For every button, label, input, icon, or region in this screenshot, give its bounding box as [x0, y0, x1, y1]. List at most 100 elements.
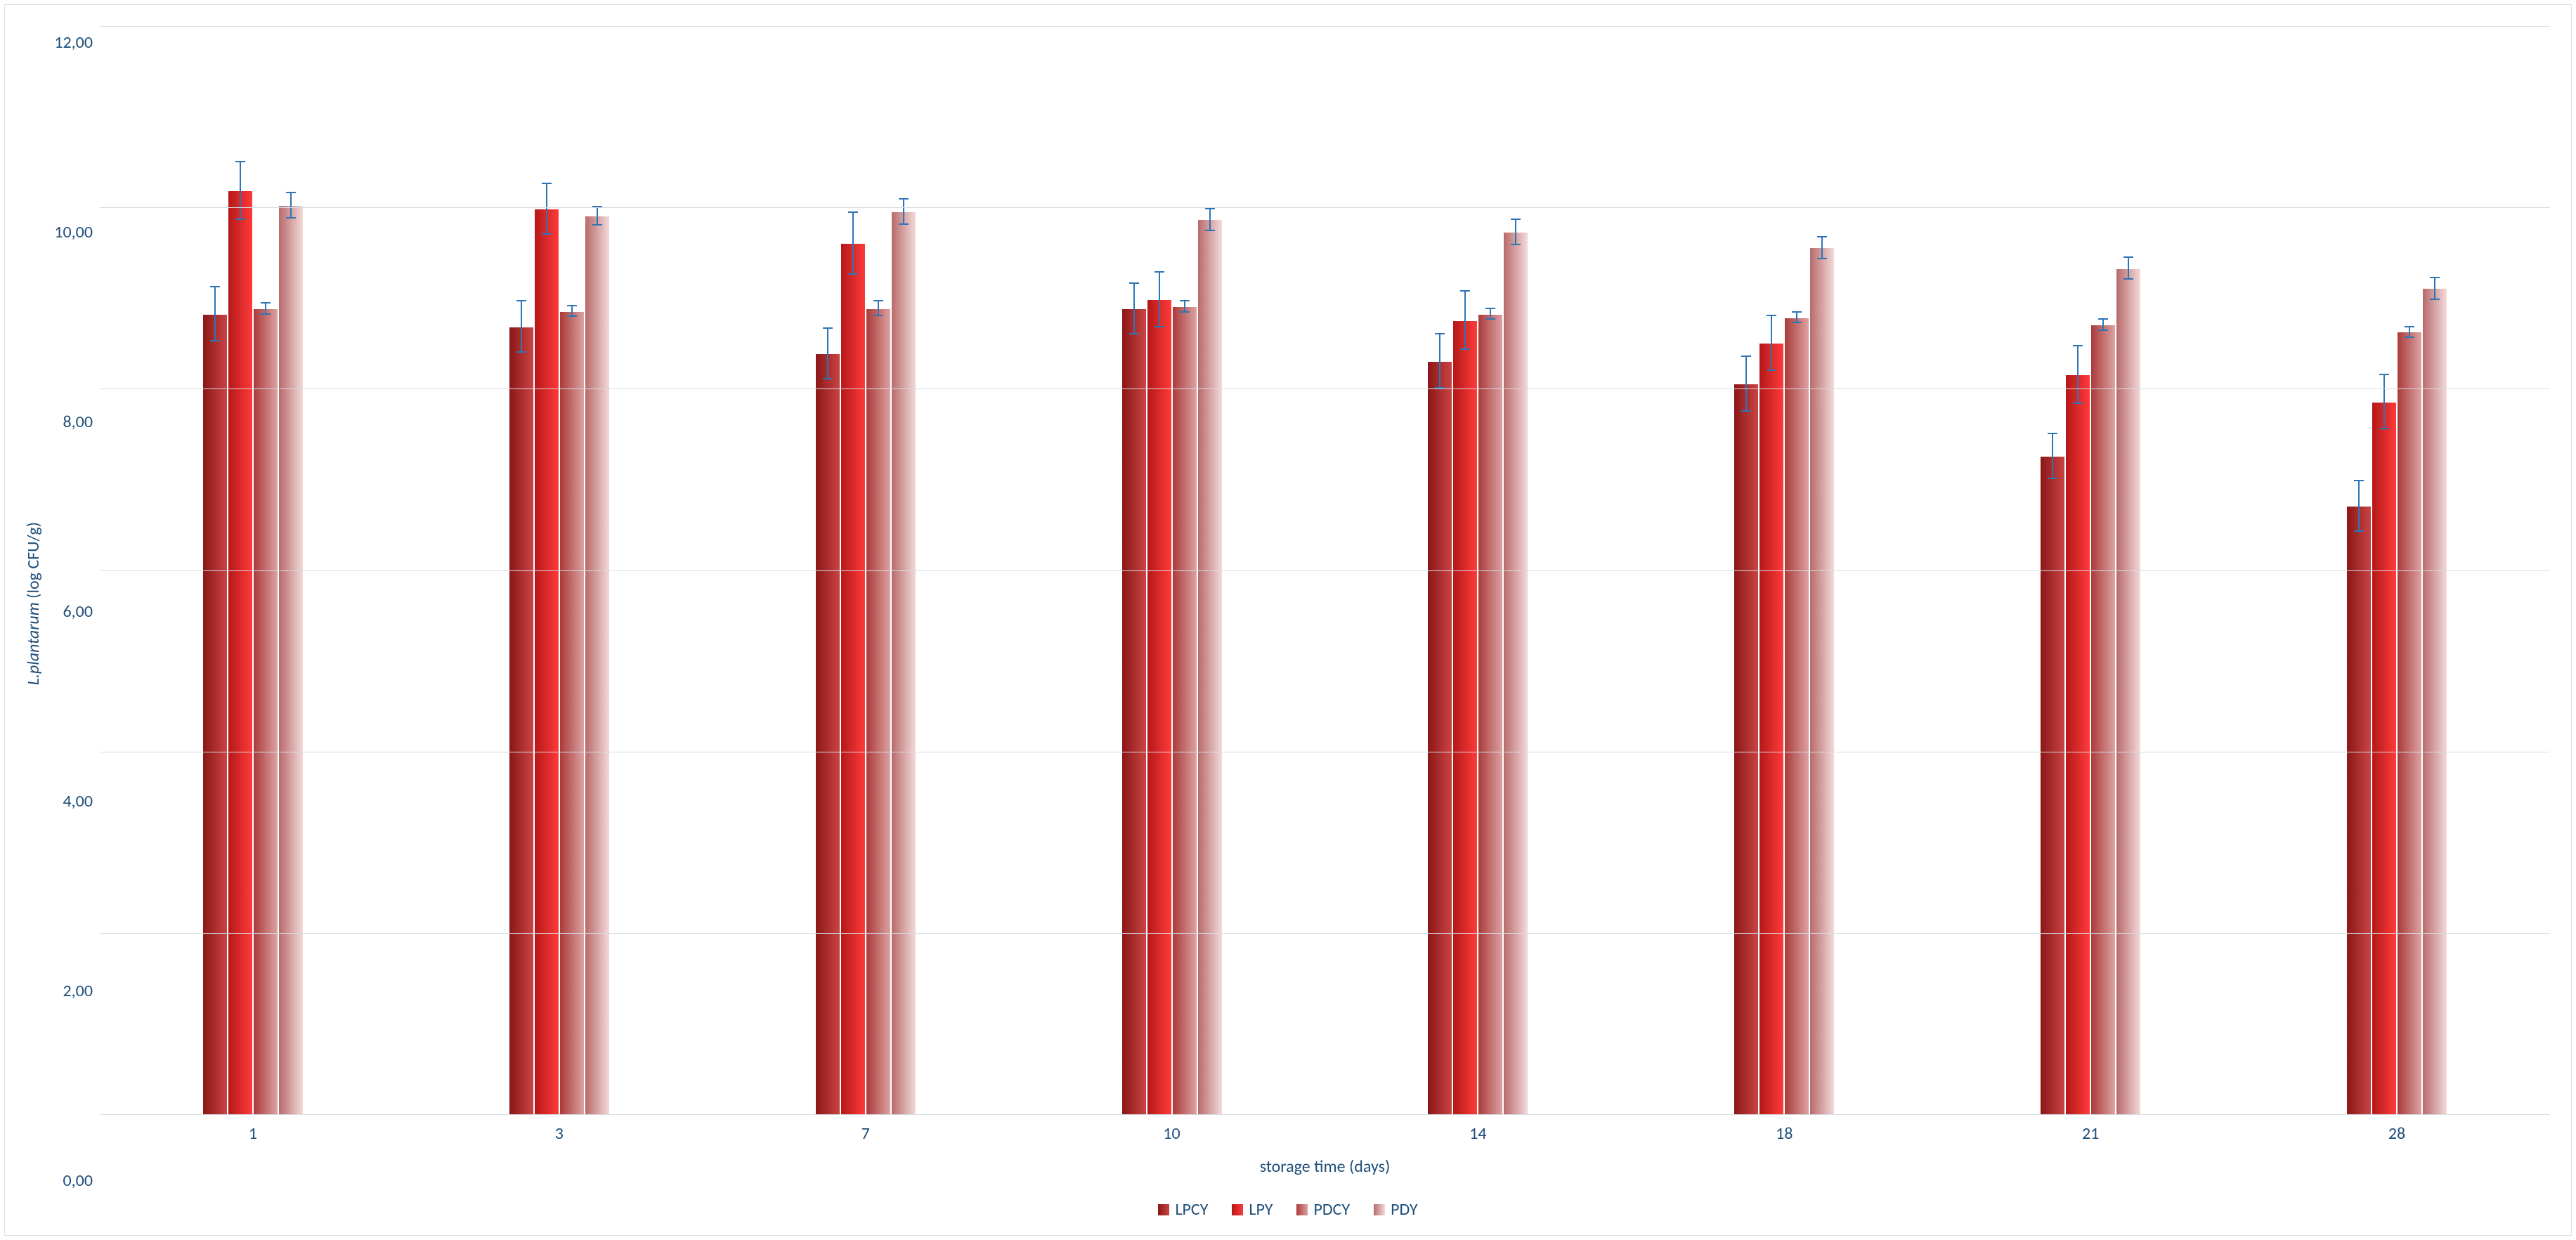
x-tick-label: 28: [2244, 1123, 2550, 1144]
error-cap: [2048, 433, 2057, 434]
error-bar: [852, 213, 854, 275]
legend-swatch: [1374, 1204, 1385, 1215]
legend-swatch: [1296, 1204, 1308, 1215]
error-bar: [521, 301, 522, 352]
x-tick-label: 3: [406, 1123, 713, 1144]
error-cap: [848, 211, 858, 213]
error-cap: [1485, 308, 1495, 309]
error-cap: [848, 273, 858, 275]
bar-LPCY: [1734, 384, 1758, 1114]
bar-PDCY: [2091, 325, 2115, 1114]
bar-LPY: [2372, 403, 2396, 1114]
error-bar: [1745, 357, 1747, 411]
error-cap: [1180, 300, 1190, 301]
error-cap: [2405, 337, 2414, 338]
bar-PDY: [2423, 289, 2447, 1114]
y-tick-label: 0,00: [63, 1173, 100, 1189]
error-cap: [2354, 480, 2364, 481]
error-cap: [1129, 333, 1139, 334]
error-cap: [1485, 318, 1495, 320]
bar-PDCY: [560, 312, 584, 1114]
bar-PDY: [892, 212, 916, 1114]
bar-PDCY: [1173, 307, 1197, 1114]
bar-LPY: [841, 244, 865, 1114]
bar-LPCY: [1428, 362, 1452, 1114]
y-tick-label: 12,00: [54, 34, 100, 51]
bar-LPCY: [2041, 457, 2064, 1114]
error-cap: [1817, 236, 1827, 237]
error-bar: [1821, 237, 1823, 259]
legend: LPCYLPYPDCYPDY: [5, 1188, 2571, 1235]
error-bar: [903, 200, 904, 225]
error-cap: [542, 183, 552, 184]
y-axis-title-rest: (log CFU/g): [23, 522, 44, 602]
bar-PDY: [585, 216, 609, 1114]
bar-PDY: [2116, 269, 2140, 1114]
y-tick-label: 6,00: [63, 603, 100, 620]
gridline: [100, 933, 2550, 934]
error-cap: [516, 300, 526, 301]
error-cap: [210, 340, 220, 341]
bar-LPY: [1759, 344, 1783, 1114]
chart-container: L.plantarum (log CFU/g) 12,0010,008,006,…: [0, 0, 2576, 1240]
error-cap: [2123, 256, 2133, 258]
legend-swatch: [1158, 1204, 1169, 1215]
x-axis-ticks: 1371014182128: [100, 1115, 2550, 1144]
error-cap: [2073, 403, 2083, 404]
error-cap: [899, 223, 909, 225]
error-cap: [1511, 218, 1521, 220]
bar-LPY: [1147, 300, 1171, 1114]
bar-LPY: [535, 209, 559, 1114]
legend-item: PDY: [1374, 1199, 1417, 1220]
legend-item: LPY: [1232, 1199, 1273, 1220]
error-cap: [1460, 348, 1470, 350]
bar-LPY: [2066, 375, 2090, 1114]
bar-LPCY: [816, 354, 840, 1114]
error-cap: [1180, 311, 1190, 313]
error-cap: [2048, 478, 2057, 479]
x-tick-label: 14: [1325, 1123, 1632, 1144]
gridline: [100, 1114, 2550, 1115]
error-bar: [597, 207, 598, 226]
error-bar: [2358, 481, 2360, 532]
error-cap: [2379, 428, 2389, 429]
error-cap: [1511, 244, 1521, 245]
x-axis-title: storage time (days): [100, 1144, 2550, 1181]
error-bar: [2128, 258, 2129, 280]
error-bar: [240, 162, 241, 221]
error-cap: [823, 327, 833, 329]
error-cap: [2354, 530, 2364, 532]
error-bar: [1209, 209, 1211, 231]
gridline: [100, 207, 2550, 208]
error-bar: [827, 329, 828, 379]
y-tick-label: 2,00: [63, 983, 100, 1000]
x-tick-label: 18: [1631, 1123, 1937, 1144]
y-axis-title-italic: L.plantarum: [23, 602, 44, 685]
error-cap: [2073, 345, 2083, 346]
error-bar: [1133, 284, 1135, 334]
error-cap: [2123, 278, 2133, 280]
bar-LPCY: [2347, 507, 2371, 1114]
error-cap: [516, 351, 526, 353]
error-cap: [2379, 374, 2389, 375]
error-cap: [286, 217, 296, 218]
error-bar: [1771, 316, 1772, 370]
bar-PDCY: [866, 309, 890, 1114]
legend-swatch: [1232, 1204, 1243, 1215]
legend-label: LPCY: [1175, 1199, 1208, 1220]
error-cap: [873, 315, 883, 316]
error-bar: [878, 301, 879, 316]
error-cap: [261, 302, 271, 304]
error-cap: [1767, 315, 1776, 316]
error-cap: [567, 315, 577, 317]
error-cap: [1767, 370, 1776, 371]
error-bar: [1515, 220, 1516, 245]
chart-frame: L.plantarum (log CFU/g) 12,0010,008,006,…: [4, 4, 2572, 1236]
error-cap: [873, 300, 883, 301]
error-bar: [2434, 278, 2435, 300]
legend-label: LPY: [1249, 1199, 1273, 1220]
error-cap: [286, 192, 296, 193]
y-tick-label: 10,00: [54, 224, 100, 241]
gridline: [100, 26, 2550, 27]
error-cap: [899, 198, 909, 200]
